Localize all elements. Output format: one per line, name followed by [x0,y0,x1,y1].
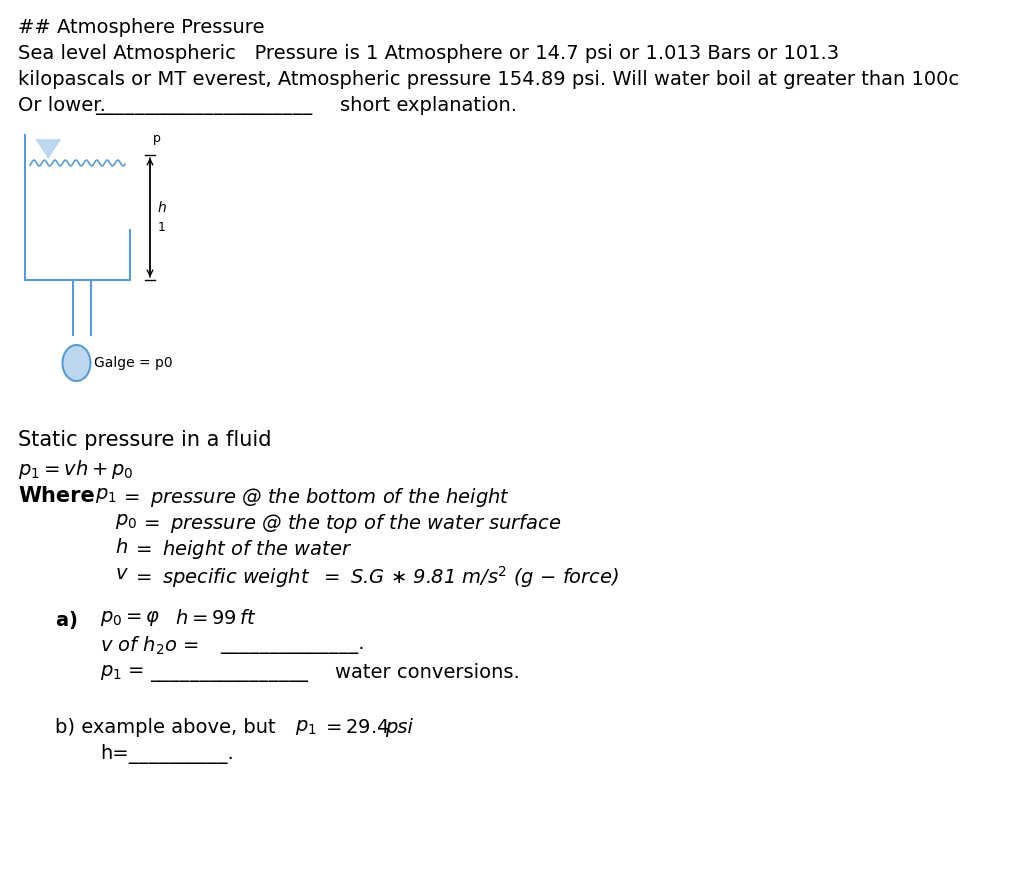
Polygon shape [37,140,59,157]
Text: $h = 99\,ft$: $h = 99\,ft$ [175,609,256,628]
Text: $p_0$: $p_0$ [115,512,137,531]
Text: $p_1$: $p_1$ [295,718,316,737]
Text: h=__________.: h=__________. [100,744,233,764]
Text: b) example above, but: b) example above, but [55,718,275,737]
Text: ______________________: ______________________ [95,96,312,115]
Text: $= 29.4$: $= 29.4$ [322,718,390,737]
Text: kilopascals or MT everest, Atmospheric pressure 154.89 psi. Will water boil at g: kilopascals or MT everest, Atmospheric p… [18,70,959,89]
Text: $v$: $v$ [115,564,129,583]
Text: $h$: $h$ [115,538,128,557]
Text: $=$ specific weight  $=$ S.G $\ast$ 9.81 m/s$^2$ (g $-$ force): $=$ specific weight $=$ S.G $\ast$ 9.81 … [132,564,620,590]
Text: $=$ pressure @ the bottom of the height: $=$ pressure @ the bottom of the height [120,486,510,509]
Text: Sea level Atmospheric   Pressure is 1 Atmosphere or 14.7 psi or 1.013 Bars or 10: Sea level Atmospheric Pressure is 1 Atmo… [18,44,839,63]
Text: water conversions.: water conversions. [335,663,520,682]
Text: short explanation.: short explanation. [340,96,517,115]
Text: $p_0 = \varphi$: $p_0 = \varphi$ [100,609,160,628]
Text: ________________: ________________ [150,663,308,682]
Text: psi: psi [385,718,413,737]
Text: Static pressure in a fluid: Static pressure in a fluid [18,430,271,450]
Text: $\mathbf{a)}$: $\mathbf{a)}$ [55,609,78,631]
Text: $=$ height of the water: $=$ height of the water [132,538,352,561]
Text: Where: Where [18,486,95,506]
Text: $=$ pressure @ the top of the water surface: $=$ pressure @ the top of the water surf… [140,512,561,535]
Text: Galge = p0: Galge = p0 [94,356,173,370]
Text: $p_1$: $p_1$ [95,486,117,505]
Text: v of $h_2o$ =: v of $h_2o$ = [100,635,199,658]
Text: 1: 1 [158,221,166,234]
Text: ______________.: ______________. [220,635,365,654]
Text: $p_1 = vh + p_0$: $p_1 = vh + p_0$ [18,458,133,481]
Text: h: h [158,200,167,215]
Text: p: p [153,132,161,145]
Ellipse shape [62,345,90,381]
Text: $p_1$ =: $p_1$ = [100,663,144,682]
Text: Or lower.: Or lower. [18,96,105,115]
Text: ## Atmosphere Pressure: ## Atmosphere Pressure [18,18,264,37]
